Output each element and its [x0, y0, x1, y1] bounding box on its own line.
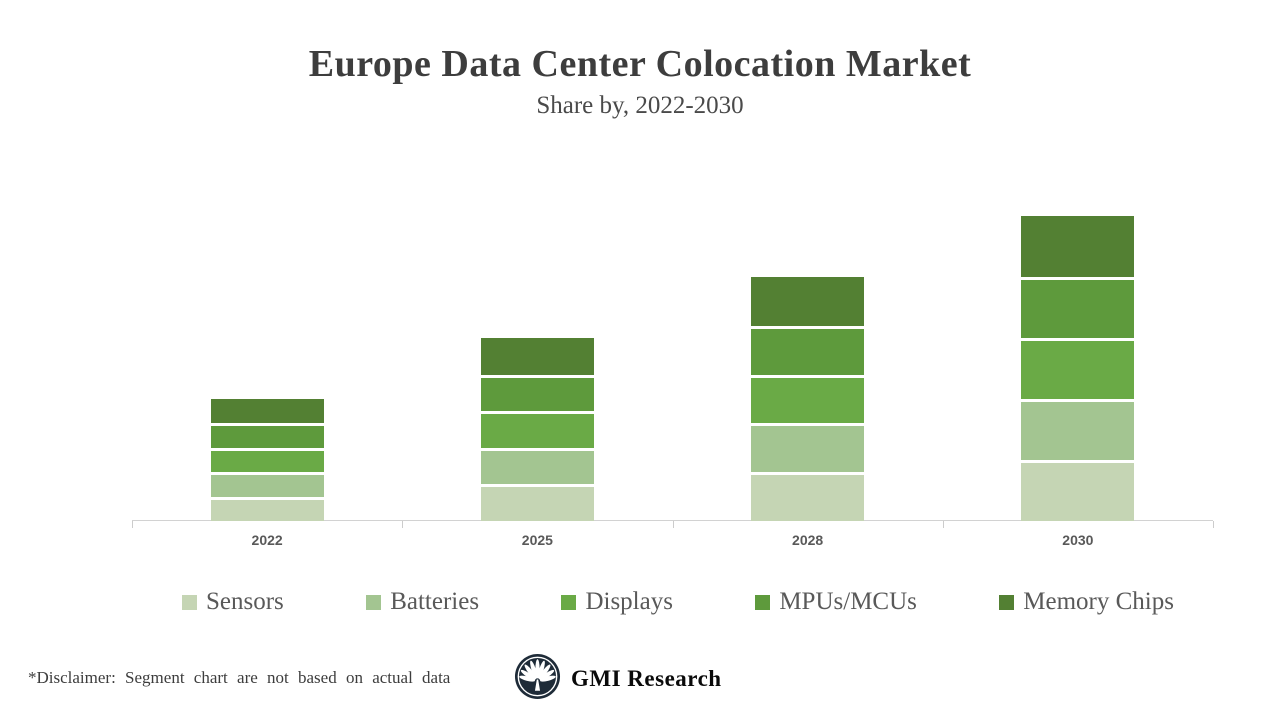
- bar-segment-displays: [480, 411, 594, 448]
- legend-swatch-icon: [366, 594, 382, 610]
- bar-segment-batteries: [1021, 399, 1135, 460]
- bar-segment-batteries: [480, 447, 594, 485]
- bar-segment-memory-chips: [480, 338, 594, 375]
- page-title: Europe Data Center Colocation Market: [308, 43, 972, 85]
- disclaimer-text: *Disclaimer: Segment chart are not based…: [28, 668, 451, 687]
- x-axis-label-2025: 2025: [521, 532, 553, 548]
- x-axis-line: [132, 520, 1213, 521]
- bar-segment-batteries: [210, 472, 324, 497]
- legend-item-memory-chips: Memory Chips: [999, 588, 1174, 616]
- legend-label: Displays: [585, 588, 673, 615]
- legend-swatch-icon: [755, 594, 771, 610]
- brand-logo: GMI Research: [514, 653, 722, 705]
- legend-label: Batteries: [390, 588, 480, 615]
- stacked-bar-2025: [480, 338, 594, 521]
- legend-item-displays: Displays: [561, 588, 673, 616]
- stacked-bar-2030: [1021, 216, 1135, 521]
- legend-swatch-icon: [999, 594, 1015, 610]
- bar-segment-mpus-mcus: [480, 374, 594, 412]
- legend-item-sensors: Sensors: [182, 588, 284, 616]
- bar-segment-displays: [210, 447, 324, 473]
- x-axis-label-2028: 2028: [792, 532, 824, 548]
- bar-segment-sensors: [751, 472, 865, 521]
- legend-swatch-icon: [561, 594, 577, 610]
- bar-segment-displays: [751, 374, 865, 424]
- bar-segment-mpus-mcus: [210, 423, 324, 448]
- bar-segment-batteries: [751, 423, 865, 473]
- x-axis-tick: [1213, 521, 1214, 528]
- legend: Sensors Batteries Displays MPUs/MCUs Memory …: [182, 585, 1174, 619]
- bar-segment-sensors: [480, 484, 594, 521]
- bar-segment-mpus-mcus: [751, 325, 865, 375]
- bar-segment-memory-chips: [210, 399, 324, 424]
- bar-segment-sensors: [210, 496, 324, 521]
- page-subtitle: Share by, 2022-2030: [536, 91, 744, 119]
- x-axis-tick: [672, 521, 674, 528]
- x-axis-labels: 2022 2025 2028 2030: [132, 532, 1213, 552]
- legend-item-mpus-mcus: MPUs/MCUs: [755, 588, 917, 616]
- legend-swatch-icon: [182, 594, 197, 610]
- plot-area: [132, 211, 1214, 528]
- legend-item-batteries: Batteries: [366, 588, 479, 616]
- legend-label: MPUs/MCUs: [779, 588, 917, 615]
- stacked-bar-2022: [210, 399, 324, 521]
- gmi-palm-logo-icon: [514, 653, 561, 705]
- x-axis-tick: [942, 521, 944, 528]
- x-axis-label-2022: 2022: [251, 532, 283, 548]
- bar-segment-displays: [1021, 338, 1135, 399]
- legend-label: Sensors: [206, 588, 284, 615]
- stacked-bar-2028: [751, 277, 865, 521]
- bar-segment-memory-chips: [751, 277, 865, 326]
- bar-segment-mpus-mcus: [1021, 277, 1135, 338]
- x-axis-label-2030: 2030: [1062, 532, 1094, 548]
- x-axis-tick: [132, 521, 133, 528]
- legend-label: Memory Chips: [1023, 588, 1174, 615]
- bar-segment-memory-chips: [1021, 216, 1135, 277]
- bar-segment-sensors: [1021, 460, 1135, 521]
- x-axis-tick: [402, 521, 404, 528]
- chart-header: Europe Data Center Colocation Market Sha…: [0, 43, 1280, 120]
- brand-name: GMI Research: [571, 666, 722, 691]
